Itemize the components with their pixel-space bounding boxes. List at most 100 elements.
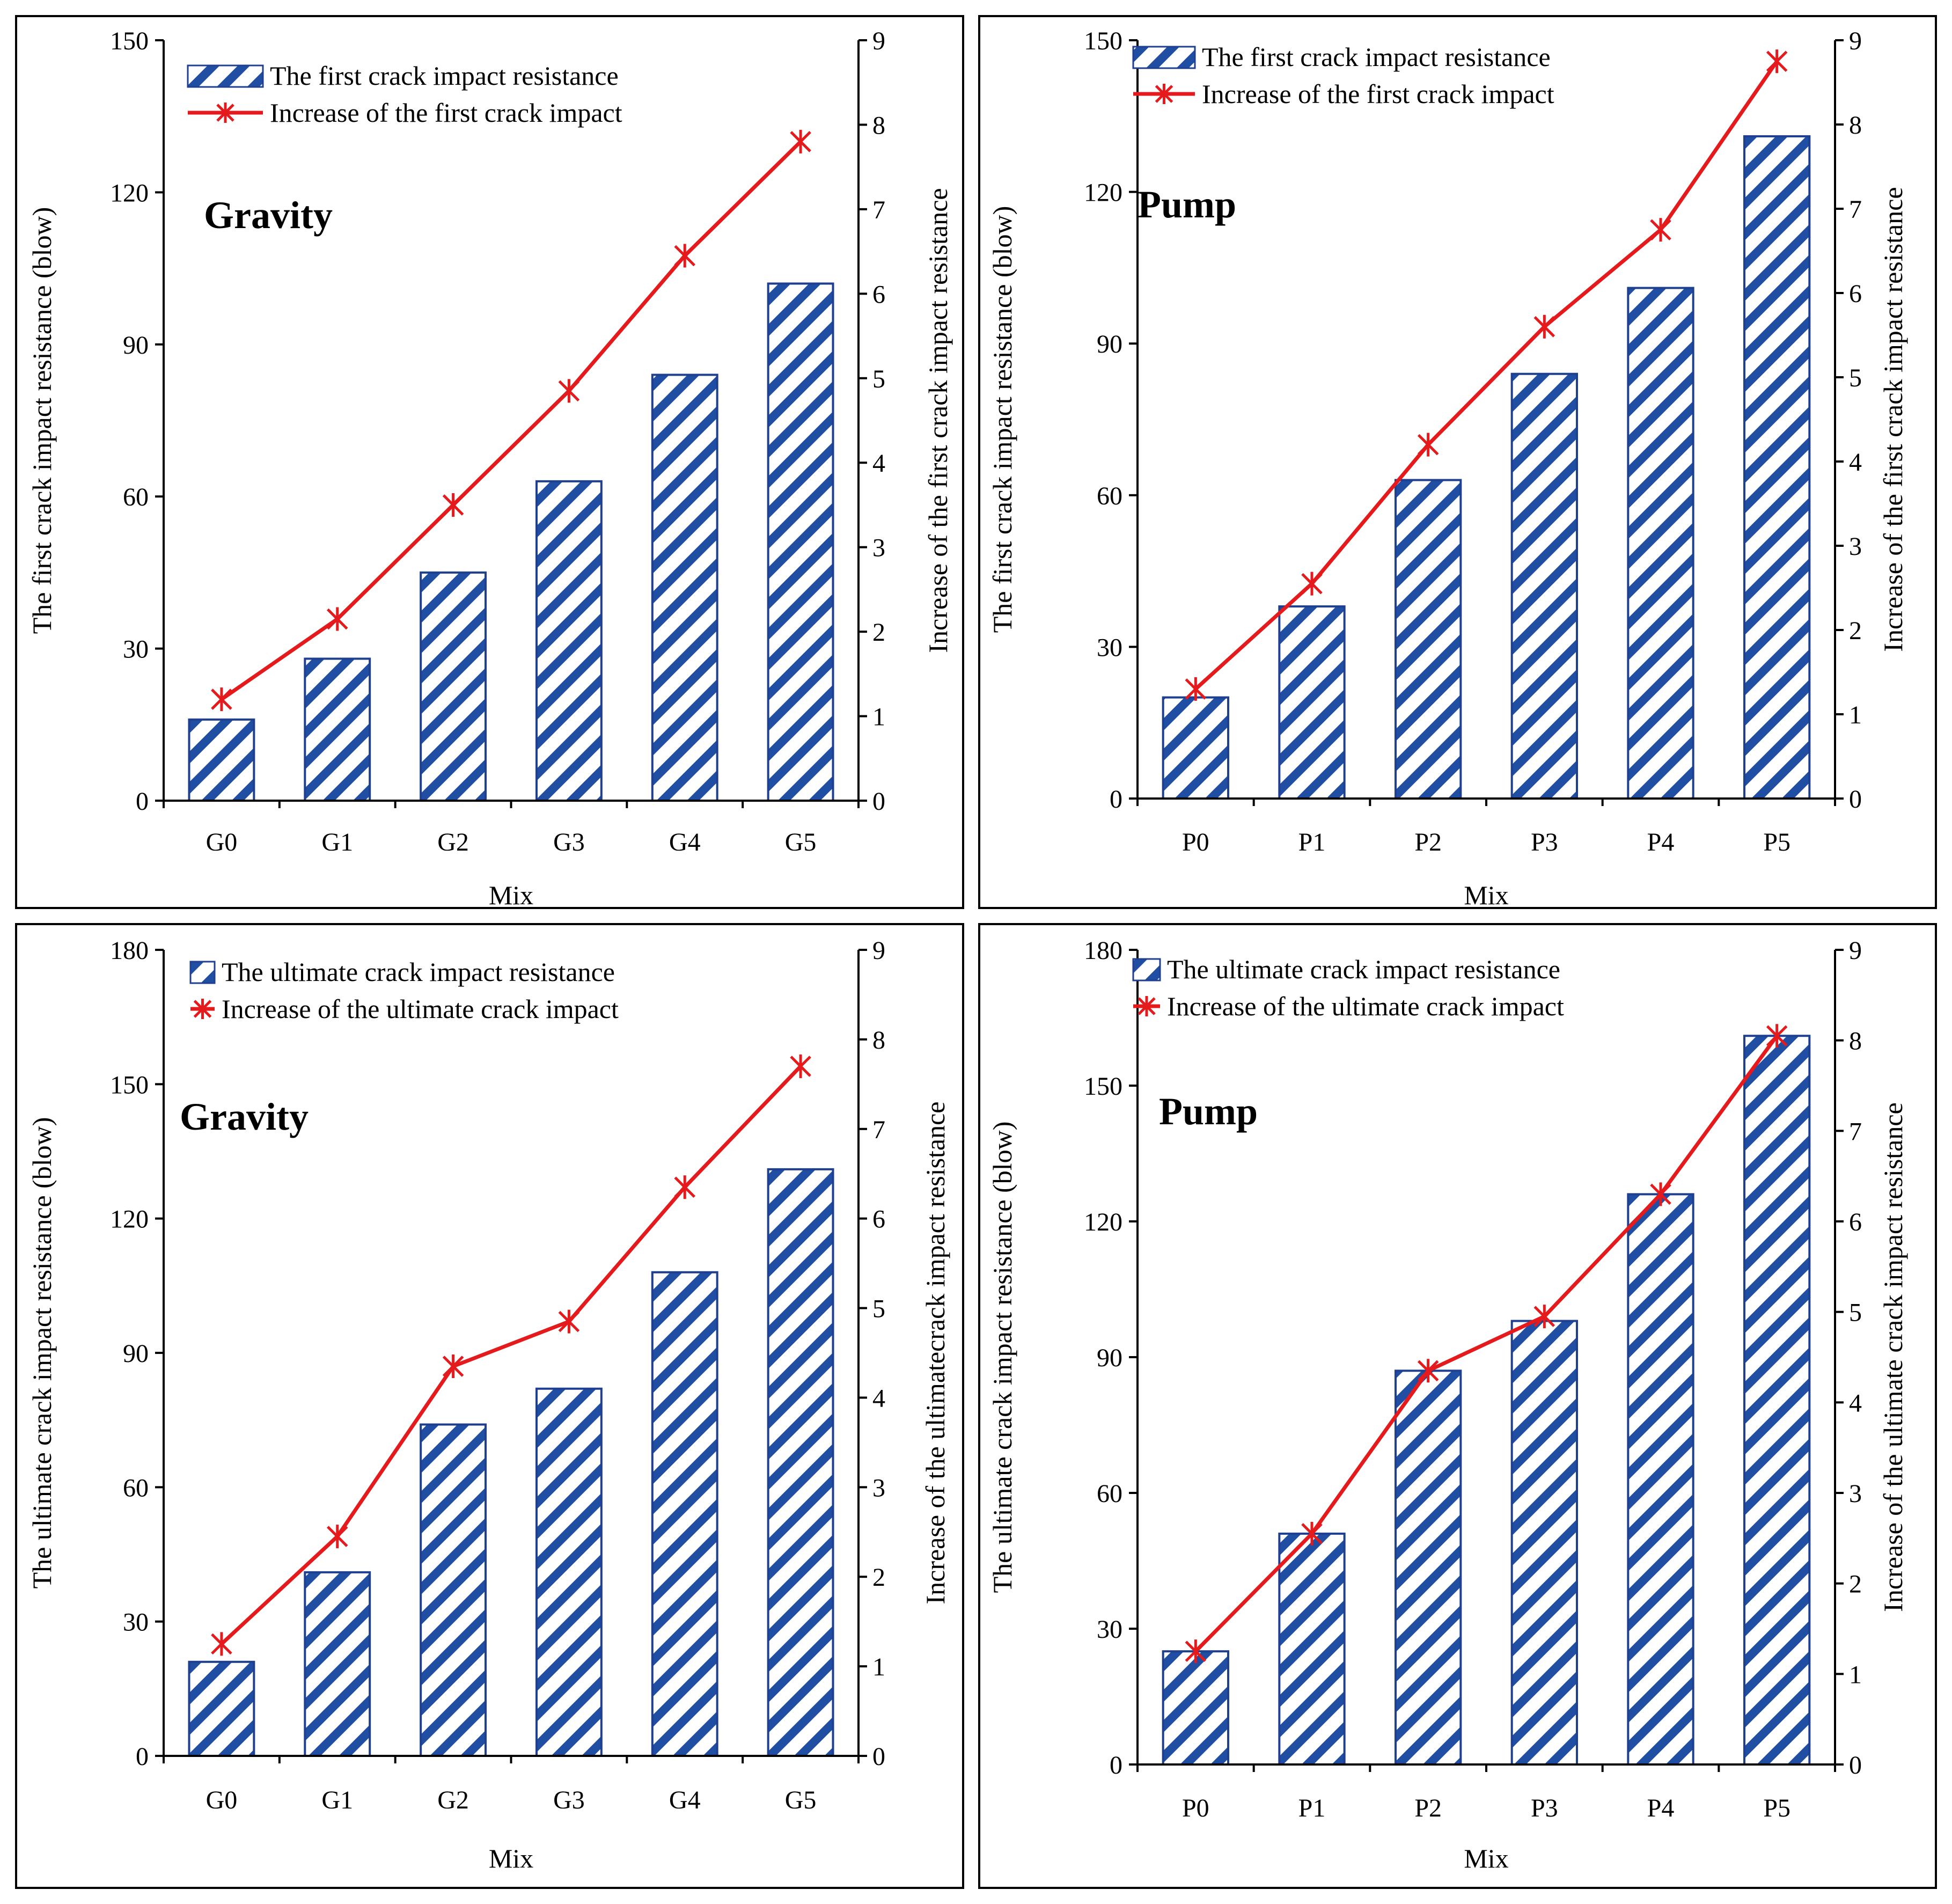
right-tick-label: 6 xyxy=(1849,280,1862,308)
panel-title: Gravity xyxy=(204,194,333,237)
line-point-G2 xyxy=(442,1354,464,1379)
panel-frame xyxy=(15,15,964,909)
left-tick-label: 150 xyxy=(110,1071,149,1099)
left-tick-label: 30 xyxy=(1097,1615,1122,1644)
panel-frame xyxy=(978,923,1937,1889)
left-tick-label: 120 xyxy=(1084,179,1122,207)
x-tick-label: G3 xyxy=(553,828,585,856)
x-tick-label: G4 xyxy=(669,828,701,856)
bar-G5 xyxy=(767,1168,834,1757)
asterisk-marker xyxy=(326,607,348,631)
asterisk-marker xyxy=(442,493,464,517)
line-point-P4 xyxy=(1650,218,1671,242)
bar-P4 xyxy=(1627,1193,1694,1766)
left-tick-label: 30 xyxy=(123,1608,149,1637)
left-tick-label: 0 xyxy=(1110,785,1122,814)
legend: The first crack impact resistance Increas… xyxy=(1132,42,1554,109)
bar-G4 xyxy=(651,1271,718,1757)
right-tick-label: 0 xyxy=(1849,1751,1862,1779)
panel-title: Pump xyxy=(1138,183,1236,226)
x-tick-label: G2 xyxy=(437,1786,469,1814)
bar-P5 xyxy=(1743,1035,1811,1766)
legend: The first crack impact resistance Increas… xyxy=(187,61,622,128)
right-tick-label: 3 xyxy=(1849,1480,1862,1508)
right-tick-label: 5 xyxy=(872,365,885,393)
bar-G2 xyxy=(420,571,487,802)
left-tick-label: 60 xyxy=(1097,1480,1122,1508)
legend-line-label: Increase of the first crack impact xyxy=(270,98,622,128)
x-tick-label: P5 xyxy=(1763,1794,1790,1822)
right-axis-label: Increase of the ultimate crack impact re… xyxy=(1878,1102,1908,1612)
asterisk-marker xyxy=(442,1354,464,1379)
x-tick-label: P1 xyxy=(1298,828,1326,856)
right-tick-label: 7 xyxy=(872,196,885,224)
asterisk-marker xyxy=(1766,49,1788,74)
right-tick-label: 4 xyxy=(1849,1389,1862,1417)
x-tick-label: G5 xyxy=(785,1786,817,1814)
increase-line xyxy=(220,1065,802,1645)
legend: The ultimate crack impact resistance Incr… xyxy=(1132,954,1564,1021)
right-axis-label: Increase of the first crack impact resis… xyxy=(1878,187,1908,651)
line-point-P5 xyxy=(1766,1024,1788,1048)
asterisk-marker xyxy=(1533,1305,1555,1329)
panel-frame xyxy=(15,923,964,1889)
right-tick-label: 2 xyxy=(872,618,885,647)
x-tick-label: G1 xyxy=(321,1786,353,1814)
right-tick-label: 2 xyxy=(1849,617,1862,645)
bar-G1 xyxy=(304,657,371,802)
x-tick-label: G2 xyxy=(437,828,469,856)
left-tick-label: 90 xyxy=(1097,330,1122,358)
right-tick-label: 5 xyxy=(872,1295,885,1323)
line-point-P1 xyxy=(1301,572,1323,596)
x-axis-label: Mix xyxy=(489,880,533,910)
right-tick-label: 6 xyxy=(872,1205,885,1234)
bar-P2 xyxy=(1395,1370,1462,1766)
right-tick-label: 5 xyxy=(1849,1299,1862,1327)
asterisk-marker xyxy=(1301,1521,1323,1546)
line-point-G1 xyxy=(326,607,348,631)
left-tick-label: 60 xyxy=(123,1474,149,1502)
x-axis-label: Mix xyxy=(1464,880,1508,910)
left-tick-label: 120 xyxy=(110,1205,149,1234)
right-tick-label: 4 xyxy=(1849,448,1862,477)
chart-panel-2: 0 30 60 90 120 150 0 1 2 3 4 5 6 7 8 9 P0 P1 P2 P3 P4 P5 Mix Th… xyxy=(978,15,1937,910)
bar-P0 xyxy=(1162,696,1230,800)
line-point-P3 xyxy=(1533,1305,1555,1329)
x-tick-label: G4 xyxy=(669,1786,701,1814)
asterisk-marker xyxy=(1766,1024,1788,1048)
asterisk-marker xyxy=(1533,314,1555,339)
bar-G2 xyxy=(420,1423,487,1757)
left-tick-label: 60 xyxy=(1097,482,1122,510)
line-point-G3 xyxy=(558,1309,580,1334)
asterisk-marker xyxy=(1417,433,1439,457)
x-tick-label: G1 xyxy=(321,828,353,856)
right-tick-label: 2 xyxy=(872,1563,885,1592)
x-tick-label: G0 xyxy=(206,1786,238,1814)
panel-title: Gravity xyxy=(180,1095,309,1138)
line-point-P2 xyxy=(1417,1359,1439,1383)
left-tick-label: 180 xyxy=(1084,936,1122,965)
x-tick-label: P4 xyxy=(1647,828,1675,856)
line-point-P3 xyxy=(1533,314,1555,339)
left-tick-label: 120 xyxy=(110,179,149,207)
right-tick-label: 8 xyxy=(872,111,885,140)
x-tick-label: P3 xyxy=(1531,1794,1558,1822)
x-tick-label: P3 xyxy=(1531,828,1558,856)
right-tick-label: 9 xyxy=(872,936,885,965)
line-point-P2 xyxy=(1417,433,1439,457)
right-tick-label: 3 xyxy=(872,534,885,562)
left-tick-label: 90 xyxy=(123,331,149,360)
asterisk-marker xyxy=(674,1175,696,1199)
asterisk-marker xyxy=(790,129,811,153)
x-tick-label: P5 xyxy=(1763,828,1790,856)
line-point-G4 xyxy=(674,244,696,268)
bar-P4 xyxy=(1627,287,1694,800)
right-tick-label: 2 xyxy=(1849,1570,1862,1599)
legend-bar-label: The first crack impact resistance xyxy=(1202,42,1551,72)
legend-bar-label: The first crack impact resistance xyxy=(270,61,619,91)
right-tick-label: 8 xyxy=(872,1026,885,1054)
right-axis-label: Increase of the first crack impact resis… xyxy=(923,188,953,653)
bar-G0 xyxy=(188,1660,255,1757)
right-tick-label: 9 xyxy=(1849,936,1862,965)
